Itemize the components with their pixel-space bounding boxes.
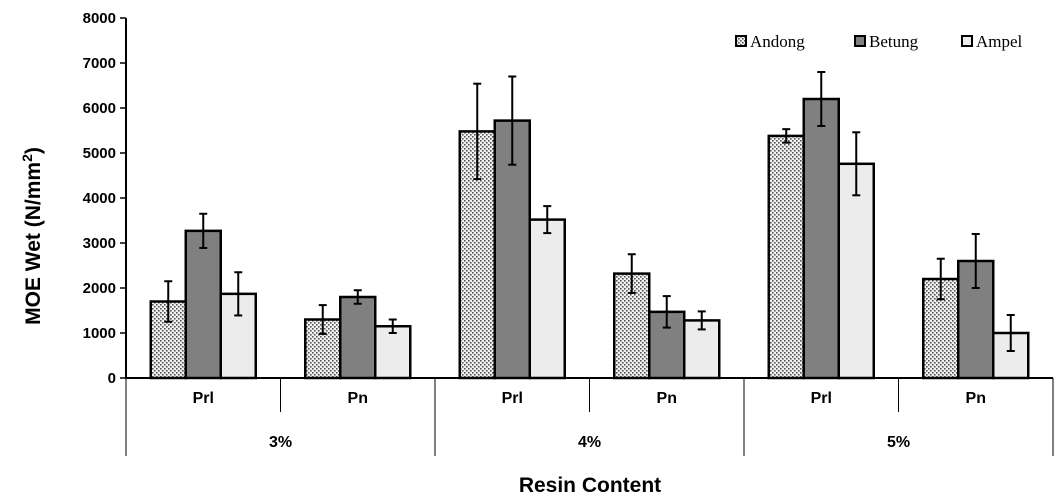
bar-betung-1	[339, 295, 377, 380]
x-axis: Prl Pn Prl Pn Prl Pn 3% 4% 5%	[125, 377, 1054, 456]
y-tick-label: 5000	[83, 145, 116, 162]
error-bars	[164, 71, 1015, 352]
group-label: 5%	[887, 434, 910, 451]
category-label: Pn	[657, 390, 677, 407]
legend-label-ampel: Ampel	[976, 32, 1023, 51]
legend-swatch-ampel	[961, 35, 973, 47]
y-tick-label: 1000	[83, 325, 116, 342]
group-label: 4%	[578, 434, 601, 451]
legend-swatch-andong	[735, 35, 747, 47]
bar-andong-4	[767, 134, 805, 380]
bar-andong-5	[922, 277, 960, 380]
y-tick-label: 6000	[83, 100, 116, 117]
bar-ampel-4	[837, 162, 875, 380]
y-axis-title: MOE Wet (N/mm2)	[19, 147, 45, 325]
bar-ampel-2	[528, 218, 566, 380]
legend-label-betung: Betung	[869, 32, 919, 51]
bars	[149, 97, 1030, 380]
legend-swatch-betung	[854, 35, 866, 47]
bar-betung-4	[802, 97, 840, 380]
category-label: Prl	[193, 390, 214, 407]
x-axis-title: Resin Content	[519, 474, 661, 497]
category-label: Pn	[966, 390, 986, 407]
y-tick-label: 8000	[83, 10, 116, 27]
legend: Andong Betung Ampel	[735, 32, 1023, 51]
y-tick-label: 3000	[83, 235, 116, 252]
y-tick-label: 4000	[83, 190, 116, 207]
category-label: Pn	[348, 390, 368, 407]
y-axis: 0 1000 2000 3000 4000 5000 6000 7000 8000	[83, 10, 127, 387]
bar-betung-0	[184, 229, 222, 380]
group-label: 3%	[269, 434, 292, 451]
y-tick-label: 2000	[83, 280, 116, 297]
category-label: Prl	[811, 390, 832, 407]
bar-ampel-1	[374, 325, 412, 380]
category-label: Prl	[502, 390, 523, 407]
y-tick-label: 0	[108, 370, 116, 387]
legend-label-andong: Andong	[750, 32, 805, 51]
y-tick-label: 7000	[83, 55, 116, 72]
